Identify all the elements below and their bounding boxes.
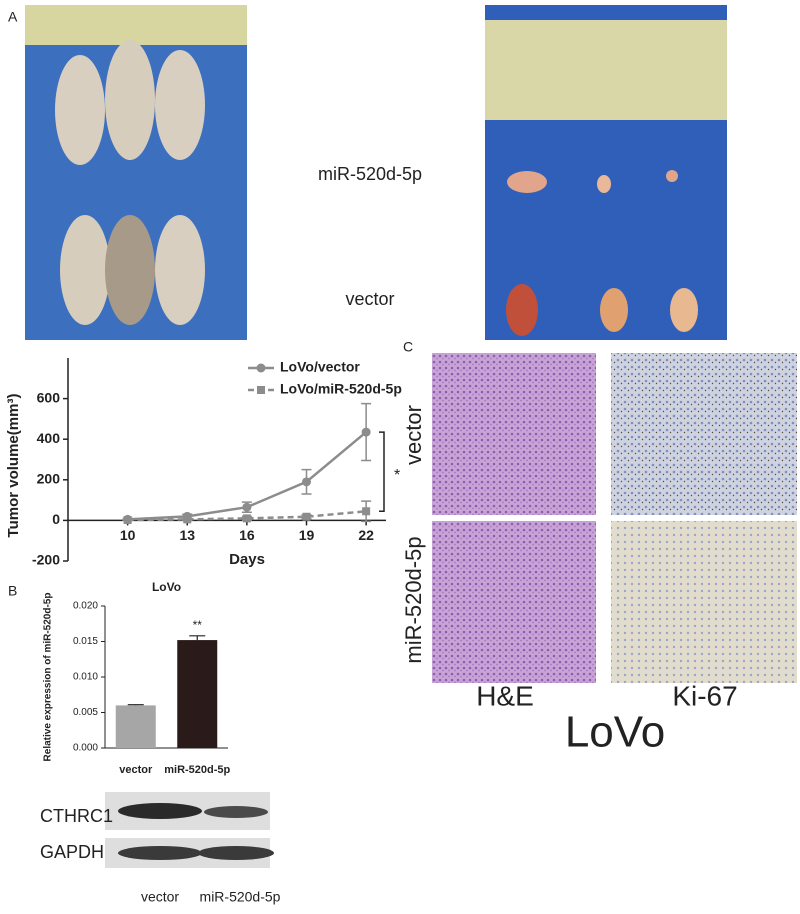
band-label: CTHRC1 [40, 806, 113, 826]
cell-line-label: LoVo [565, 708, 665, 757]
bar [177, 640, 218, 748]
y-tick-label: -200 [32, 552, 60, 568]
x-tick-label: miR-520d-5p [164, 764, 230, 776]
band-label: GAPDH [40, 842, 104, 862]
y-tick-label: 0.015 [73, 636, 98, 647]
tumor-label: miR-520d-5p [318, 164, 422, 184]
lane-label: vector [141, 889, 179, 905]
error-bar [127, 704, 144, 706]
x-tick-label: 13 [179, 527, 195, 543]
bar [115, 705, 156, 748]
column-label: Ki-67 [672, 680, 737, 711]
x-tick-label: vector [119, 764, 153, 776]
point [362, 507, 371, 516]
panel-label: B [8, 583, 17, 599]
point [302, 512, 311, 521]
western-blot [105, 792, 274, 868]
x-tick-label: 16 [239, 527, 255, 543]
legend-marker [256, 363, 266, 373]
point [242, 502, 252, 512]
histology-image [432, 353, 596, 515]
y-axis-label: Relative expression of miR-520d-5p [43, 593, 54, 762]
y-axis-label: Tumor volume(mm³) [5, 394, 22, 538]
error-bar [189, 635, 206, 641]
point [361, 427, 371, 437]
point [302, 477, 311, 487]
legend-label: LoVo/miR-520d-5p [280, 381, 402, 397]
column-label: H&E [476, 680, 534, 711]
annotation: * [394, 467, 400, 484]
row-label: miR-520d-5p [401, 536, 426, 663]
tumor-label: vector [345, 289, 394, 309]
point [123, 515, 132, 524]
legend-label: LoVo/vector [280, 359, 360, 375]
chart-title: LoVo [152, 580, 181, 594]
tumor-photo [485, 5, 727, 340]
y-tick-label: 0.020 [73, 601, 98, 612]
panel-label: A [8, 9, 18, 25]
y-tick-label: 600 [37, 389, 61, 405]
y-tick-label: 200 [37, 471, 61, 487]
legend-marker [257, 386, 265, 394]
bracket [379, 431, 385, 513]
x-axis-label: Days [229, 551, 265, 568]
histology-image [611, 353, 797, 515]
y-tick-label: 400 [37, 430, 61, 446]
x-tick-label: 10 [120, 527, 136, 543]
panel-label: C [403, 339, 413, 355]
point [183, 515, 192, 524]
x-tick-label: 22 [358, 527, 374, 543]
histology-image [432, 521, 596, 683]
annotation: ** [193, 618, 203, 632]
mouse-photo [25, 5, 247, 340]
row-label: vector [401, 405, 426, 465]
y-tick-label: 0.000 [73, 743, 98, 754]
histology-image [611, 521, 797, 683]
y-tick-label: 0 [52, 511, 60, 527]
point [242, 514, 251, 523]
x-tick-label: 19 [299, 527, 315, 543]
lane-label: miR-520d-5p [200, 889, 281, 905]
y-tick-label: 0.010 [73, 672, 98, 683]
y-tick-label: 0.005 [73, 707, 98, 718]
